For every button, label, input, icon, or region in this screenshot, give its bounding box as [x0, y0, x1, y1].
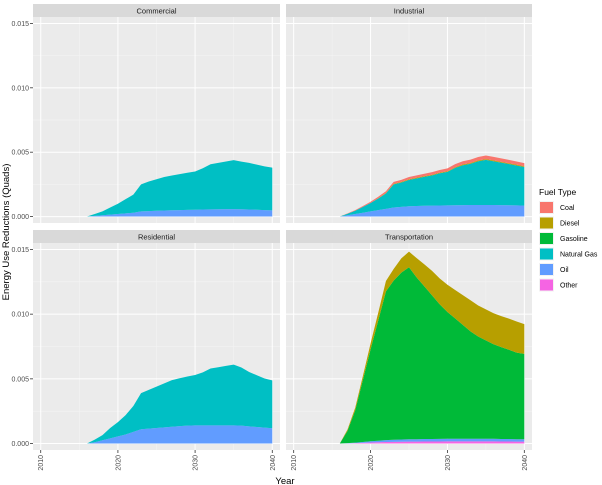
x-tick-label: 2040: [522, 455, 529, 471]
legend-swatch: [540, 248, 553, 260]
legend-item-other: Other: [539, 278, 578, 292]
area-diesel-transportation: [339, 251, 525, 444]
legend-item-natural-gas: Natural Gas: [539, 247, 598, 261]
area-oil-residential: [87, 425, 273, 444]
facet-strip: [33, 4, 280, 17]
facet-panels: Commercial 0.000 0.005 0.010 0.015 Industrial…: [11, 4, 532, 471]
legend: Fuel Type Coal Diesel Gasoline Natural Gas O…: [539, 187, 598, 292]
x-tick-label: 2010: [291, 455, 298, 471]
legend-swatch: [540, 279, 553, 291]
area-natural-gas-industrial: [339, 159, 525, 217]
y-tick-label: 0.005: [11, 150, 29, 157]
facet-strip-label: Industrial: [394, 7, 425, 16]
legend-item-coal: Coal: [539, 201, 575, 214]
y-tick-label: 0.000: [11, 214, 29, 221]
y-tick-label: 0.005: [11, 376, 29, 383]
legend-swatch: [540, 264, 553, 275]
facet-strip-label: Transportation: [385, 233, 433, 242]
legend-item-diesel: Diesel: [539, 216, 580, 230]
y-tick-label: 0.000: [11, 441, 29, 448]
facet-strip-label: Residential: [138, 233, 175, 242]
x-tick-label: 2020: [368, 455, 375, 471]
area-natural-gas-residential: [87, 364, 273, 444]
legend-swatch: [540, 217, 553, 229]
legend-label: Natural Gas: [560, 252, 598, 259]
legend-label: Oil: [560, 267, 569, 274]
x-tick-label: 2030: [445, 455, 452, 471]
facet-panel-residential: Residential 0.000 0.005 0.010 0.015 2010 2020 2…: [11, 230, 280, 471]
facet-strip: [286, 230, 532, 243]
legend-title: Fuel Type: [539, 187, 576, 197]
x-tick-label: 2040: [270, 455, 277, 471]
y-axis-title: Energy Use Reductions (Quads): [1, 164, 12, 301]
x-tick-label: 2030: [193, 455, 200, 471]
y-tick-label: 0.010: [11, 85, 29, 92]
y-tick-label: 0.010: [11, 312, 29, 319]
area-other-transportation: [339, 441, 525, 444]
area-coal-industrial: [339, 155, 525, 217]
facet-panel-industrial: Industrial: [286, 4, 532, 223]
x-tick-label: 2020: [115, 455, 122, 471]
area-gasoline-transportation: [339, 267, 525, 444]
legend-swatch: [540, 202, 553, 213]
legend-label: Gasoline: [560, 236, 588, 243]
legend-item-oil: Oil: [539, 263, 569, 276]
area-natural-gas-commercial: [87, 160, 273, 217]
area-oil-industrial: [339, 204, 525, 217]
x-tick-label: 2010: [38, 455, 45, 471]
legend-label: Diesel: [560, 221, 580, 228]
legend-label: Other: [560, 283, 578, 290]
facet-strip-label: Commercial: [136, 7, 176, 16]
x-axis-title: Year: [275, 476, 294, 485]
legend-label: Coal: [560, 205, 575, 212]
legend-swatch: [540, 233, 553, 244]
legend-items: Coal Diesel Gasoline Natural Gas Oil Other: [539, 201, 598, 292]
facet-panel-commercial: Commercial 0.000 0.005 0.010 0.015: [11, 4, 280, 223]
facet-panel-transportation: Transportation 2010 2020 2030 2040: [286, 230, 532, 471]
area-oil-transportation: [339, 438, 525, 444]
y-tick-label: 0.015: [11, 247, 29, 254]
facet-strip: [33, 230, 280, 243]
y-tick-label: 0.015: [11, 21, 29, 28]
legend-item-gasoline: Gasoline: [539, 232, 588, 245]
area-oil-commercial: [87, 209, 273, 217]
facet-strip: [286, 4, 532, 17]
